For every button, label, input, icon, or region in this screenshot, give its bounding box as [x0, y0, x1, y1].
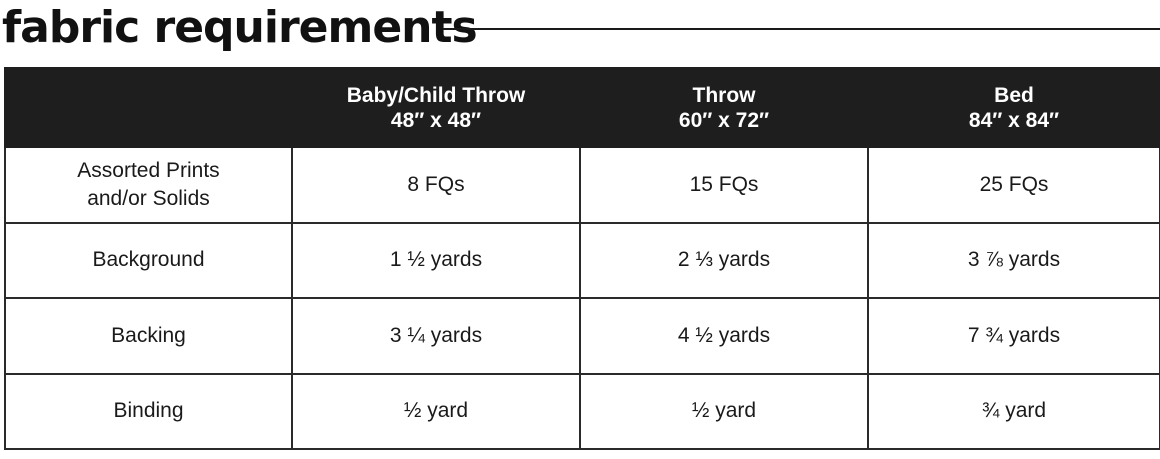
- column-name: Baby/Child Throw: [346, 83, 526, 107]
- table-cell: 4 ½ yards: [579, 297, 869, 375]
- row-label-line: Binding: [113, 399, 184, 423]
- header-cell-baby-child-throw: Baby/Child Throw 48″ x 48″: [291, 67, 581, 148]
- title-row: fabric requirements: [0, 0, 1160, 60]
- column-size: 48″ x 48″: [390, 108, 482, 132]
- page-title: fabric requirements: [2, 2, 478, 53]
- table-cell: 25 FQs: [867, 146, 1160, 224]
- row-label: Binding: [4, 372, 293, 450]
- header-cell-throw: Throw 60″ x 72″: [579, 67, 869, 148]
- column-name: Bed: [994, 83, 1034, 107]
- table-cell: ½ yard: [579, 372, 869, 450]
- table-row: Backing 3 ¼ yards 4 ½ yards 7 ¾ yards: [4, 297, 1160, 375]
- table-cell: 3 ⅞ yards: [867, 221, 1160, 299]
- table-cell: 2 ⅓ yards: [579, 221, 869, 299]
- table-cell: 7 ¾ yards: [867, 297, 1160, 375]
- row-label-line: Backing: [111, 323, 186, 347]
- header-cell-bed: Bed 84″ x 84″: [867, 67, 1160, 148]
- table-cell: 1 ½ yards: [291, 221, 581, 299]
- row-label-line: Background: [92, 248, 205, 272]
- row-label-line: and/or Solids: [87, 186, 210, 210]
- column-size: 60″ x 72″: [678, 108, 770, 132]
- table-row: Background 1 ½ yards 2 ⅓ yards 3 ⅞ yards: [4, 221, 1160, 299]
- row-label: Background: [4, 221, 293, 299]
- row-label: Backing: [4, 297, 293, 375]
- column-name: Throw: [692, 83, 756, 107]
- table-row: Binding ½ yard ½ yard ¾ yard: [4, 372, 1160, 450]
- header-cell-empty: [4, 67, 293, 148]
- row-label-line: Assorted Prints: [77, 158, 220, 182]
- column-size: 84″ x 84″: [968, 108, 1060, 132]
- table-row: Assorted Prints and/or Solids 8 FQs 15 F…: [4, 146, 1160, 224]
- table-cell: ½ yard: [291, 372, 581, 450]
- header-row: Baby/Child Throw 48″ x 48″ Throw 60″ x 7…: [4, 67, 1160, 148]
- table-cell: 8 FQs: [291, 146, 581, 224]
- table-cell: 3 ¼ yards: [291, 297, 581, 375]
- title-rule: [443, 28, 1160, 30]
- row-label: Assorted Prints and/or Solids: [4, 146, 293, 224]
- table-cell: ¾ yard: [867, 372, 1160, 450]
- fabric-requirements-table: Baby/Child Throw 48″ x 48″ Throw 60″ x 7…: [4, 67, 1160, 450]
- table-cell: 15 FQs: [579, 146, 869, 224]
